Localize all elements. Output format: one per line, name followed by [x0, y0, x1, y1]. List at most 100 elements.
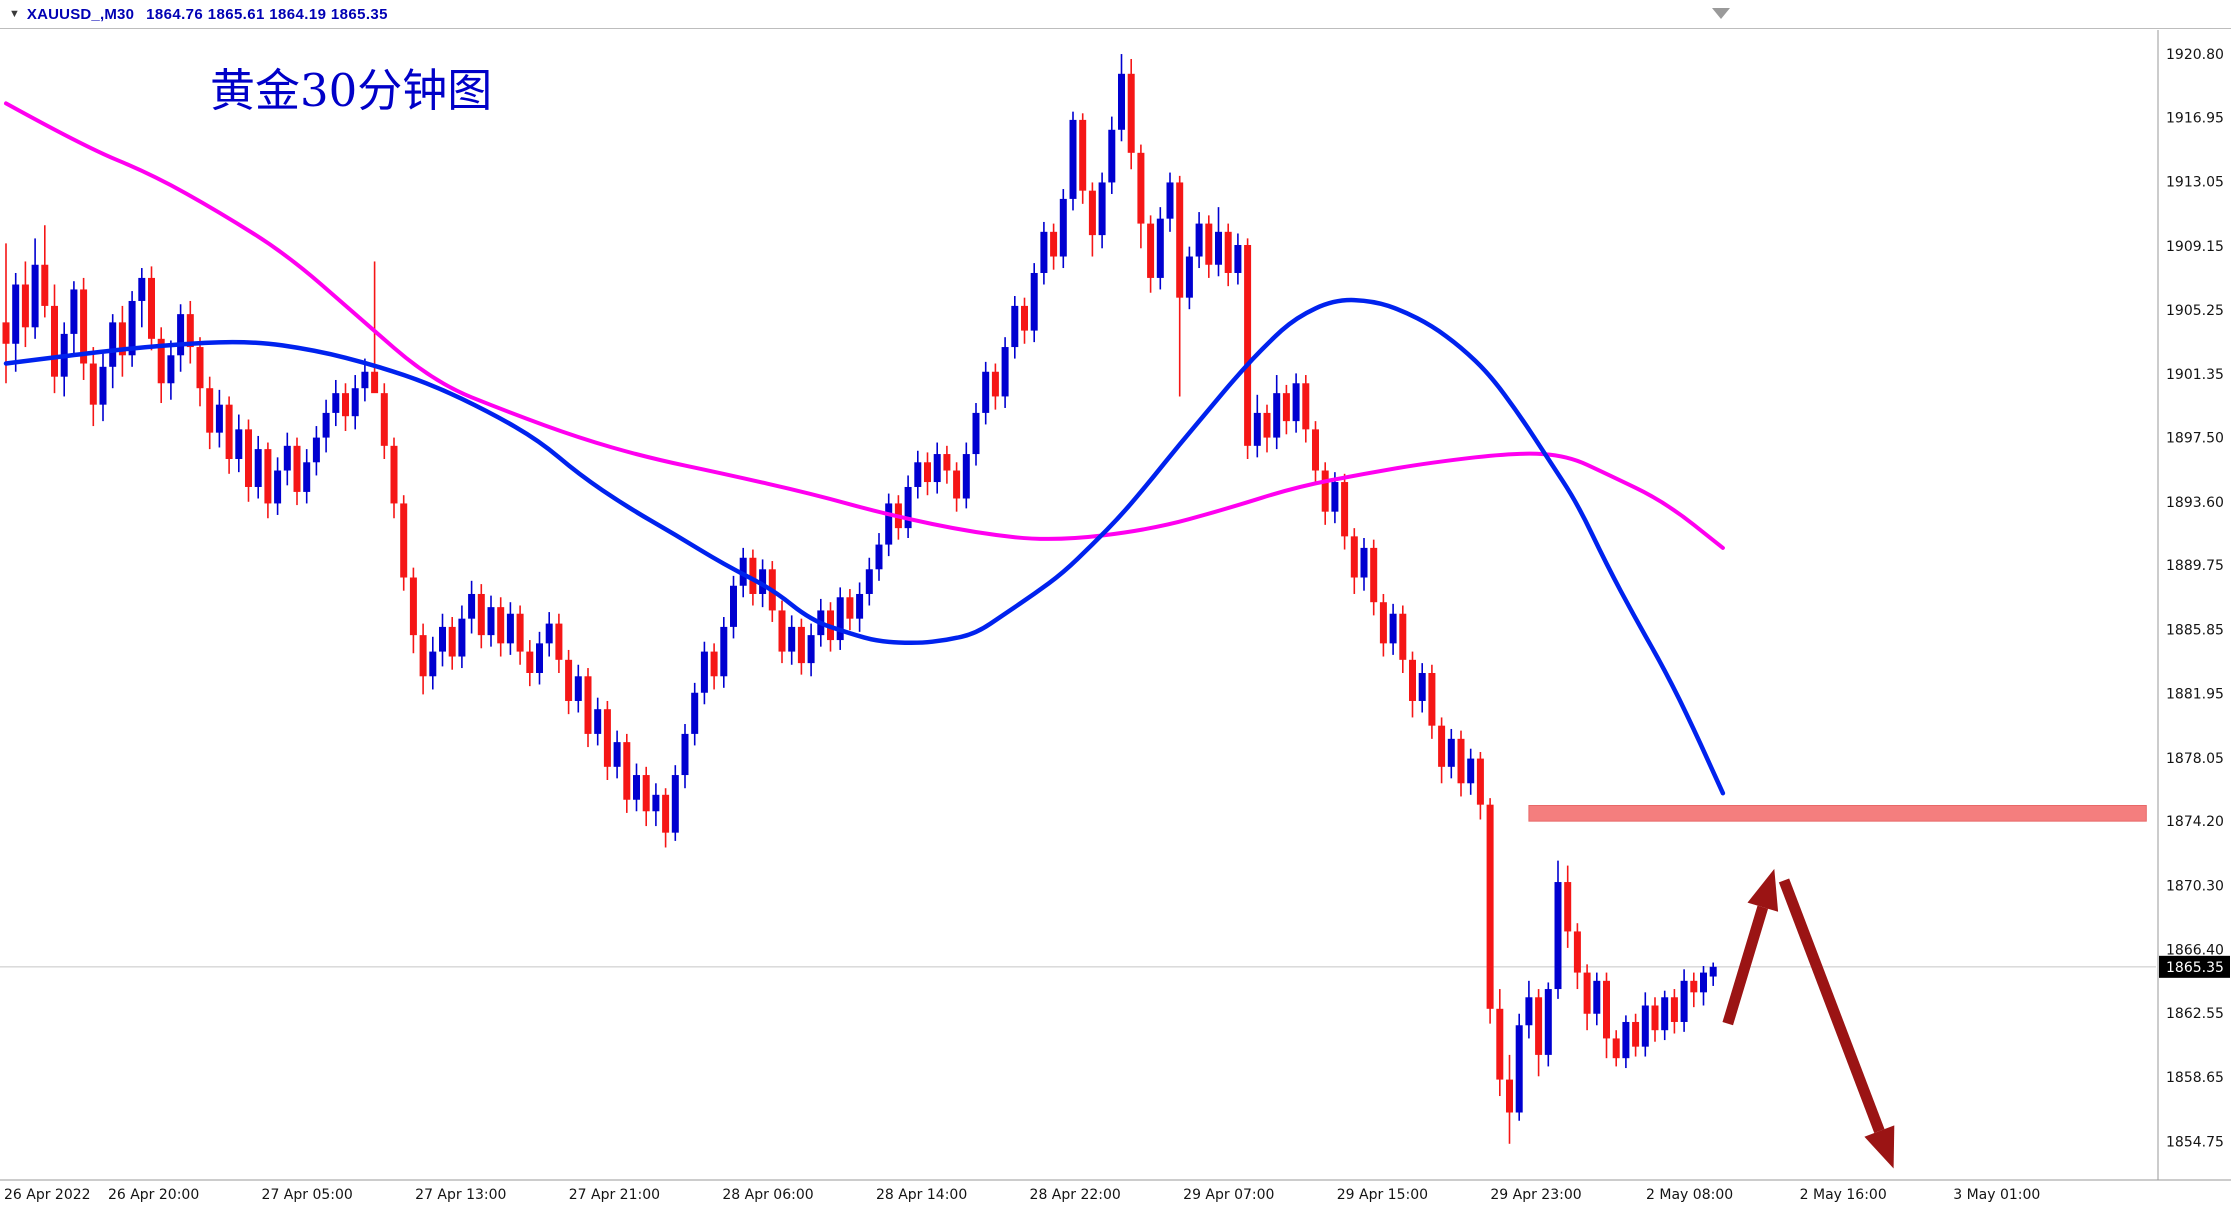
- price-tick-label: 1885.85: [2166, 622, 2224, 638]
- candle-body: [720, 626, 728, 677]
- candle-body: [497, 607, 505, 644]
- candle-body: [759, 569, 767, 594]
- candle-body: [943, 454, 951, 471]
- candle-body: [1282, 393, 1290, 422]
- candle-body: [1185, 256, 1193, 298]
- candle-body: [1661, 997, 1669, 1031]
- candle-body: [933, 454, 941, 483]
- candle-body: [1030, 272, 1038, 331]
- candle-body: [342, 393, 349, 417]
- price-tick-label: 1878.05: [2166, 751, 2224, 767]
- ma-magenta: [4, 101, 1725, 550]
- candle-body: [293, 445, 301, 492]
- candle-body: [1651, 1005, 1659, 1031]
- candle-body: [652, 794, 660, 812]
- candle-body: [662, 794, 670, 833]
- time-tick-label: 29 Apr 23:00: [1490, 1187, 1581, 1203]
- candle-body: [603, 709, 611, 767]
- candle-body: [788, 626, 796, 652]
- candle-body: [245, 429, 252, 487]
- candle-body: [555, 623, 563, 660]
- candle-body: [1670, 997, 1678, 1022]
- time-tick-label: 28 Apr 22:00: [1030, 1187, 1121, 1203]
- candle-body: [1292, 383, 1300, 422]
- candle-body: [1409, 659, 1416, 701]
- candle-body: [1428, 672, 1436, 726]
- candle-body: [206, 388, 214, 433]
- trend-arrow-up: [1722, 905, 1769, 1026]
- candle-body: [351, 388, 359, 417]
- candle-body: [312, 437, 320, 463]
- candle-body: [1001, 347, 1009, 397]
- candle-body: [1195, 223, 1203, 257]
- candle-body: [953, 470, 961, 499]
- candle-body: [1108, 129, 1116, 183]
- candle-body: [1176, 182, 1184, 298]
- chart-shift-marker-icon[interactable]: [1712, 8, 1730, 19]
- candle-body: [1573, 931, 1581, 973]
- candle-body: [400, 503, 408, 578]
- candle-body: [1331, 482, 1339, 512]
- candle-body: [1399, 613, 1407, 660]
- candle-body: [1263, 412, 1271, 438]
- chart-info-bar: ▼ XAUUSD_,M30 1864.76 1865.61 1864.19 18…: [0, 0, 2231, 29]
- ohlc-readout: 1864.76 1865.61 1864.19 1865.35: [146, 5, 388, 23]
- candle-body: [458, 618, 466, 657]
- candle-body: [1021, 305, 1028, 331]
- candle-body: [1341, 482, 1349, 537]
- price-tick-label: 1916.95: [2166, 110, 2224, 126]
- candle-body: [1350, 536, 1358, 578]
- chart-dropdown-icon[interactable]: ▼: [9, 7, 20, 20]
- candle-body: [691, 692, 699, 734]
- candle-body: [1515, 1025, 1523, 1113]
- time-tick-label: 27 Apr 05:00: [262, 1187, 353, 1203]
- candle-body: [1088, 190, 1096, 236]
- price-tick-label: 1920.80: [2166, 47, 2224, 63]
- candle-body: [1370, 547, 1378, 603]
- candle-body: [235, 429, 243, 459]
- candle-body: [1700, 972, 1707, 993]
- candle-body: [1302, 383, 1310, 430]
- candle-body: [99, 366, 107, 405]
- candle-body: [1360, 547, 1368, 578]
- candle-body: [1166, 182, 1174, 219]
- candle-body: [51, 305, 58, 377]
- candle-body: [439, 626, 446, 652]
- candle-body: [1215, 231, 1222, 265]
- candle-body: [196, 347, 204, 389]
- candle-body: [1321, 470, 1329, 512]
- candle-body: [361, 371, 369, 389]
- candle-body: [1312, 429, 1319, 471]
- candle-body: [1641, 1005, 1649, 1047]
- candle-body: [1564, 882, 1572, 932]
- candle-body: [1544, 989, 1552, 1055]
- candle-body: [982, 371, 990, 413]
- time-tick-label: 29 Apr 15:00: [1337, 1187, 1428, 1203]
- candle-body: [671, 775, 679, 833]
- price-tick-label: 1909.15: [2166, 239, 2224, 255]
- time-tick-label: 28 Apr 06:00: [722, 1187, 813, 1203]
- candle-body: [885, 503, 893, 545]
- candle-body: [749, 557, 757, 594]
- price-tick-label: 1897.50: [2166, 431, 2224, 447]
- candle-body: [80, 289, 88, 364]
- price-tick-label: 1881.95: [2166, 687, 2224, 703]
- candle-body: [254, 449, 262, 487]
- candle-body: [1593, 980, 1601, 1014]
- symbol-timeframe-label: XAUUSD_,M30: [26, 5, 135, 23]
- candle-body: [380, 393, 388, 446]
- candle-body: [1137, 152, 1145, 224]
- candle-body: [642, 775, 650, 812]
- candle-body: [215, 404, 223, 433]
- candle-body: [681, 733, 689, 776]
- candle-body: [962, 454, 970, 499]
- candle-body: [1205, 223, 1213, 265]
- candle-body: [419, 635, 427, 677]
- candle-body: [1156, 218, 1164, 278]
- candle-body: [526, 651, 534, 673]
- candle-body: [1496, 1008, 1504, 1080]
- candle-body: [1040, 231, 1048, 273]
- current-price-tag-text: 1865.35: [2166, 960, 2224, 976]
- candle-body: [1467, 758, 1475, 784]
